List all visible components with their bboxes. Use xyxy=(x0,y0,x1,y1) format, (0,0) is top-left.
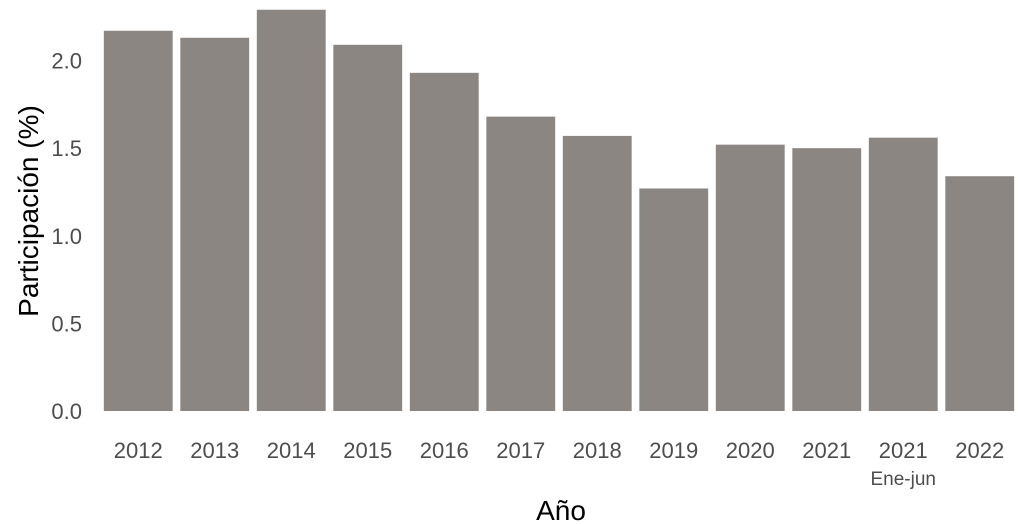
x-tick-label: 2016 xyxy=(420,438,469,463)
y-tick-label: 0.0 xyxy=(51,399,82,424)
bar xyxy=(409,72,479,411)
bar xyxy=(256,9,326,412)
bar xyxy=(333,44,403,411)
bar xyxy=(715,144,785,412)
bar xyxy=(792,148,862,411)
x-tick-label: 2022 xyxy=(955,438,1004,463)
x-tick-label: 2017 xyxy=(496,438,545,463)
bar xyxy=(868,137,938,411)
y-tick-label: 1.0 xyxy=(51,224,82,249)
y-tick-label: 0.5 xyxy=(51,311,82,336)
x-tick-label: 2014 xyxy=(267,438,316,463)
x-tick-label: 2013 xyxy=(190,438,239,463)
x-tick-label: 2012 xyxy=(114,438,163,463)
y-tick-label: 1.5 xyxy=(51,136,82,161)
bar xyxy=(562,135,632,411)
x-tick-label: 2021 xyxy=(802,438,851,463)
x-axis-title: Año xyxy=(536,495,586,524)
x-tick-label: 2015 xyxy=(343,438,392,463)
y-axis-title: Participación (%) xyxy=(13,105,44,317)
y-tick-label: 2.0 xyxy=(51,49,82,74)
x-axis-ticks: 2012 2013 2014 2015 2016 2017 2018 2019 2020 2021… xyxy=(114,438,1004,490)
x-tick-label: 2021 xyxy=(879,438,928,463)
x-tick-label: 2020 xyxy=(726,438,775,463)
x-tick-sublabel: Ene-jun xyxy=(871,469,937,490)
x-tick-label: 2019 xyxy=(649,438,698,463)
bars xyxy=(103,9,1015,412)
bar xyxy=(180,37,250,411)
x-tick-label: 2018 xyxy=(573,438,622,463)
bar xyxy=(945,176,1015,411)
y-axis-ticks: 0.0 0.5 1.0 1.5 2.0 xyxy=(51,49,82,424)
bar xyxy=(486,116,556,412)
bar xyxy=(103,30,173,412)
bar xyxy=(639,188,709,411)
